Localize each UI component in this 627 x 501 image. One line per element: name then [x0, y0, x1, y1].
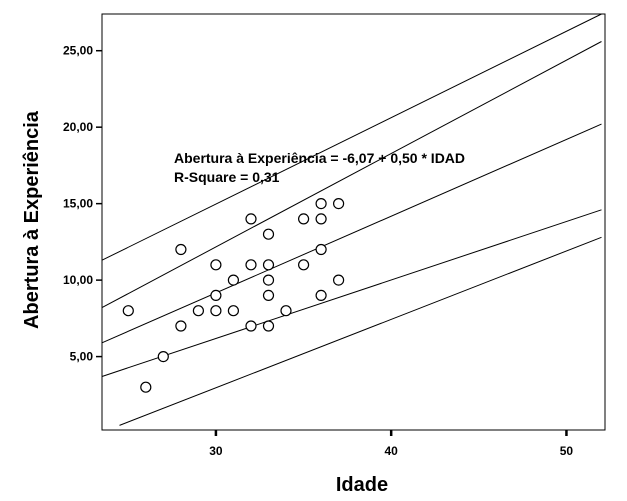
regression-equation: Abertura à Experiência = -6,07 + 0,50 * …: [174, 150, 465, 166]
data-point: [158, 352, 168, 362]
data-point: [264, 260, 274, 270]
data-point: [264, 321, 274, 331]
data-point: [281, 306, 291, 316]
data-point: [211, 290, 221, 300]
x-tick-label: 40: [385, 444, 399, 458]
y-tick-label: 5,00: [70, 350, 94, 364]
y-tick-label: 20,00: [63, 120, 93, 134]
data-point: [316, 199, 326, 209]
data-point: [228, 275, 238, 285]
data-point: [316, 214, 326, 224]
x-tick-label: 50: [560, 444, 574, 458]
y-axis-title: Abertura à Experiência: [21, 110, 43, 329]
data-point: [334, 275, 344, 285]
data-point: [176, 321, 186, 331]
data-point: [264, 229, 274, 239]
data-point: [123, 306, 133, 316]
data-point: [193, 306, 203, 316]
fit-line-5: [120, 237, 602, 425]
data-point: [264, 290, 274, 300]
data-point: [211, 306, 221, 316]
data-point: [211, 260, 221, 270]
y-tick-label: 15,00: [63, 197, 93, 211]
data-point: [246, 321, 256, 331]
plot-frame: [102, 14, 605, 430]
y-tick-label: 25,00: [63, 44, 93, 58]
y-tick-label: 10,00: [63, 273, 93, 287]
data-point: [316, 245, 326, 255]
data-point: [141, 382, 151, 392]
data-point: [299, 214, 309, 224]
data-point: [246, 260, 256, 270]
fit-line-1: [102, 14, 602, 260]
data-point: [334, 199, 344, 209]
data-point: [264, 275, 274, 285]
x-tick-label: 30: [209, 444, 223, 458]
x-axis-title: Idade: [336, 474, 388, 496]
data-point: [176, 245, 186, 255]
data-point: [228, 306, 238, 316]
data-point: [299, 260, 309, 270]
data-point: [316, 290, 326, 300]
fit-line-4: [102, 210, 602, 377]
data-point: [246, 214, 256, 224]
r-square-label: R-Square = 0,31: [174, 169, 280, 185]
